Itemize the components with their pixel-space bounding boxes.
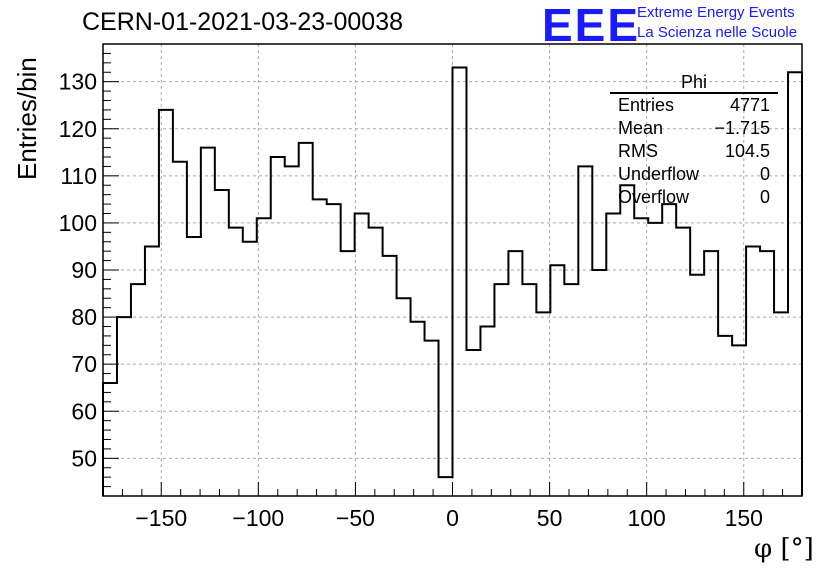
stats-label: RMS [618, 141, 658, 161]
x-tick-label: −150 [135, 505, 187, 531]
histogram-bin [131, 284, 145, 496]
stats-value: 4771 [729, 95, 770, 115]
x-tick-label: 100 [627, 505, 665, 531]
histogram-bin [439, 477, 453, 496]
y-tick-label: 50 [71, 445, 97, 471]
histogram-bin [536, 312, 550, 496]
histogram-bin [760, 251, 774, 496]
x-tick-label: −100 [232, 505, 284, 531]
stats-box: Phi Entries 4771 Mean −1.715 RMS 104.5 U… [610, 72, 778, 209]
x-axis-label: φ [°] [754, 534, 814, 564]
stats-row-underflow: Underflow 0 [610, 163, 778, 186]
histogram-bin [606, 214, 620, 497]
stats-value: −1.715 [714, 118, 770, 138]
stats-row-mean: Mean −1.715 [610, 117, 778, 140]
y-tick-label: 100 [59, 210, 97, 236]
histogram-bin [522, 284, 536, 496]
histogram-bin [466, 350, 480, 496]
histogram-bin [480, 327, 494, 497]
histogram-bin [369, 228, 383, 496]
histogram-bin [383, 256, 397, 496]
logo-line-2: La Scienza nelle Scuole [637, 24, 798, 41]
histogram-bin [285, 166, 299, 496]
stats-title: Phi [610, 72, 778, 94]
histogram-bin [425, 341, 439, 496]
histogram-bin [690, 275, 704, 496]
histogram-bin [229, 228, 243, 496]
tick-labels: −150 −100 −50 0 50 100 150 50 60 70 80 90 100 110 120 1… [59, 69, 763, 531]
histogram-bin [411, 322, 425, 496]
histogram-bin [187, 237, 201, 496]
histogram-bin [327, 204, 341, 496]
histogram-bin [704, 251, 718, 496]
y-tick-label: 90 [71, 257, 97, 283]
eee-logo: EEE [542, 0, 641, 51]
histogram-bin [397, 298, 411, 496]
histogram-bin [718, 336, 732, 496]
histogram-bin [299, 143, 313, 496]
histogram-series [102, 66, 803, 497]
histogram-bin [257, 218, 271, 496]
stats-row-entries: Entries 4771 [610, 94, 778, 117]
histogram-bin [453, 68, 467, 496]
stats-label: Underflow [618, 164, 700, 184]
histogram-bin [746, 246, 760, 496]
histogram-bin [662, 204, 676, 496]
histogram-bin [592, 270, 606, 496]
chart-title: CERN-01-2021-03-23-00038 [82, 8, 404, 36]
y-tick-label: 120 [59, 116, 97, 142]
histogram-bin [341, 251, 355, 496]
axis-ticks [102, 52, 803, 496]
histogram-bin [788, 72, 802, 496]
stats-value: 0 [759, 164, 770, 184]
histogram-bin [676, 228, 690, 496]
histogram-bin [634, 218, 648, 496]
histogram-bin [494, 284, 508, 496]
y-axis-label: Entries/bin [12, 57, 42, 180]
histogram-bin [620, 185, 634, 496]
stats-value: 104.5 [724, 141, 770, 161]
x-tick-label: 0 [446, 505, 459, 531]
y-tick-label: 110 [60, 163, 97, 189]
histogram-bin [648, 223, 662, 496]
histogram-bin [774, 312, 788, 496]
histogram-bin [215, 190, 229, 496]
stats-label: Entries [618, 95, 675, 115]
y-tick-label: 80 [71, 304, 97, 330]
histogram-bin [173, 162, 187, 496]
x-tick-label: 150 [725, 505, 763, 531]
x-tick-label: 50 [537, 505, 563, 531]
x-tick-label: −50 [336, 505, 375, 531]
histogram-bin [117, 317, 131, 496]
stats-row-rms: RMS 104.5 [610, 140, 778, 163]
stats-label: Overflow [618, 187, 690, 207]
histogram-bin [550, 265, 564, 496]
histogram-bin [508, 251, 522, 496]
stats-label: Mean [618, 118, 664, 138]
y-tick-label: 70 [71, 351, 97, 377]
logo-line-1: Extreme Energy Events [637, 4, 795, 21]
stats-row-overflow: Overflow 0 [610, 186, 778, 209]
y-tick-label: 60 [71, 398, 97, 424]
histogram-bin [243, 242, 257, 496]
histogram-bin [271, 157, 285, 496]
histogram-bin [145, 246, 159, 496]
histogram-bin [201, 148, 215, 496]
histogram-bin [159, 110, 173, 496]
histogram-bin [355, 214, 369, 497]
histogram-line [102, 66, 803, 496]
histogram-bin [732, 345, 746, 496]
histogram-bin [578, 166, 592, 496]
histogram-bin [564, 284, 578, 496]
y-tick-label: 130 [59, 69, 97, 95]
stats-value: 0 [759, 187, 770, 207]
histogram-bin [313, 199, 327, 496]
